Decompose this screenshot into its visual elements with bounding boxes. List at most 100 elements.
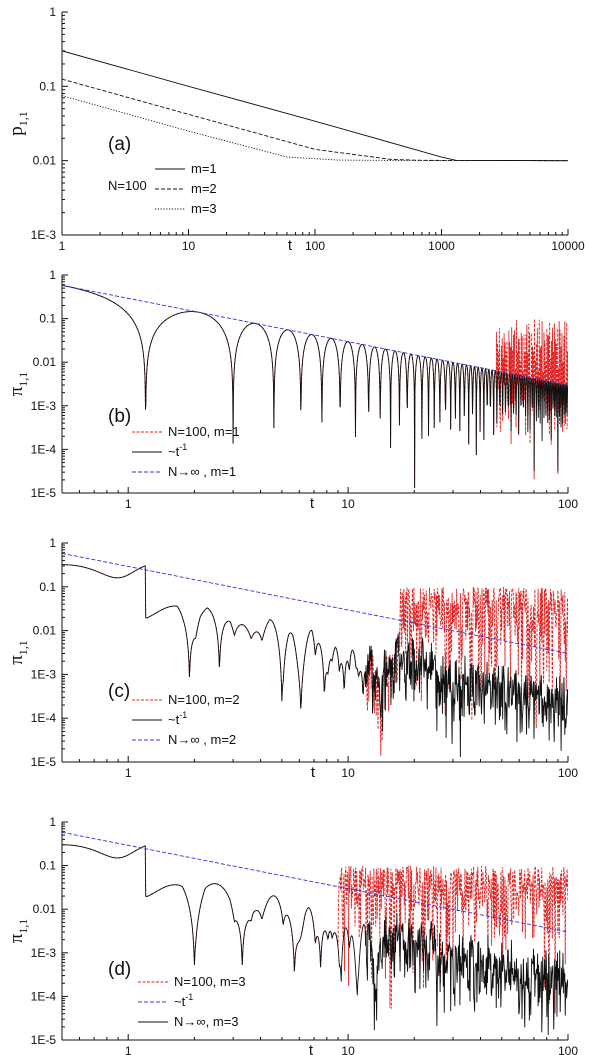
legend-label-text: N=100, m=1 <box>168 424 240 439</box>
x-tick-label: 10 <box>341 766 355 780</box>
x-tick-label: 100 <box>558 1044 578 1055</box>
y-axis-label-base: p <box>6 126 27 136</box>
series-line <box>62 564 568 758</box>
x-axis-label: t <box>310 495 315 512</box>
x-tick-label: 1 <box>125 497 132 511</box>
plot-area <box>62 284 568 489</box>
x-tick-label: 10000 <box>551 239 585 253</box>
legend-label: m=2 <box>191 181 217 196</box>
y-tick-label: 0.1 <box>39 859 56 873</box>
legend-label-text: m=3 <box>191 201 217 216</box>
legend-label-text: m=1 <box>191 161 217 176</box>
y-axis-label-sub: 1,1 <box>16 919 30 934</box>
legend-label-text: N=100, m=2 <box>168 692 240 707</box>
legend-label-sup: -1 <box>179 710 187 720</box>
series-line <box>62 95 568 162</box>
legend-label-text: ~t <box>168 444 180 459</box>
series-line <box>62 284 568 489</box>
y-axis-label-sub: 1,1 <box>16 640 30 655</box>
panel-b: 1 10 1001E-51E-41E-30.010.11tπ1,1(b)N=100,… <box>6 268 578 512</box>
legend-label: ~t-1 <box>168 442 187 459</box>
legend-label: N→∞, m=3 <box>174 1014 239 1029</box>
x-axis-label: t <box>288 237 293 254</box>
series-line <box>62 831 568 933</box>
y-axis-label-base: π <box>6 386 27 396</box>
legend-label: m=3 <box>191 201 217 216</box>
legend-label-text: N→∞, m=3 <box>174 1014 239 1029</box>
y-axis-label: π1,1 <box>6 640 30 665</box>
legend-label-text: N→∞ , m=1 <box>168 464 236 479</box>
panel-label: (c) <box>108 681 130 702</box>
y-axis-label-base: π <box>6 933 27 943</box>
y-tick-label: 0.01 <box>33 902 57 916</box>
legend-label-sup: -1 <box>179 442 187 452</box>
y-tick-label: 1 <box>49 5 56 19</box>
legend-label: ~t-1 <box>174 992 193 1009</box>
y-tick-label: 1E-3 <box>31 946 57 960</box>
x-tick-label: 1 <box>125 766 132 780</box>
y-tick-label: 1E-5 <box>31 1033 57 1047</box>
y-tick-label: 0.1 <box>39 312 56 326</box>
y-axis-label-sub: 1,1 <box>16 372 30 387</box>
annotation: N=100 <box>108 178 147 193</box>
y-tick-label: 1E-4 <box>31 442 57 456</box>
legend-label-sup: -1 <box>185 992 193 1002</box>
y-tick-label: 1E-4 <box>31 989 57 1003</box>
legend-label: N→∞ , m=1 <box>168 464 236 479</box>
series-line <box>62 552 568 654</box>
legend-label: ~t-1 <box>168 710 187 727</box>
legend-label: N→∞ , m=2 <box>168 732 236 747</box>
legend-label: N=100, m=2 <box>168 692 240 707</box>
y-tick-label: 1E-3 <box>31 667 57 681</box>
panel-label: (a) <box>108 134 131 155</box>
legend: N=100, m=3 ~t-1 N→∞, m=3 <box>138 974 246 1029</box>
series-line <box>62 284 568 386</box>
y-tick-label: 0.1 <box>39 79 56 93</box>
panel-d: 1 10 100 1E-5 1E-4 1E-3 0.01 0.1 1 t π1,1 (d) N=100,… <box>6 815 578 1055</box>
legend-label-text: N→∞ , m=2 <box>168 732 236 747</box>
y-tick-label: 1E-5 <box>31 486 57 500</box>
x-tick-label: 100 <box>558 497 578 511</box>
y-tick-label: 0.01 <box>33 154 57 168</box>
y-tick-label: 1E-3 <box>31 228 57 242</box>
y-tick-label: 0.01 <box>33 355 57 369</box>
y-tick-label: 1 <box>49 536 56 550</box>
series-line <box>62 564 568 756</box>
x-axis-label: t <box>311 764 316 781</box>
x-tick-label: 1 <box>59 239 66 253</box>
y-tick-label: 1E-3 <box>31 399 57 413</box>
series-line <box>62 78 568 162</box>
y-axis-label: π1,1 <box>6 372 30 397</box>
legend-label-text: ~t <box>174 994 186 1009</box>
x-tick-label: 100 <box>305 239 325 253</box>
plot-area <box>62 50 568 162</box>
panel-label: (d) <box>108 959 131 980</box>
x-tick-label: 10 <box>182 239 196 253</box>
legend-label: m=1 <box>191 161 217 176</box>
y-axis-label: π1,1 <box>6 919 30 944</box>
y-tick-label: 1 <box>49 815 56 829</box>
y-tick-label: 0.01 <box>33 624 57 638</box>
series-line <box>62 844 568 1036</box>
y-tick-label: 1 <box>49 268 56 282</box>
y-axis-label-base: π <box>6 655 27 665</box>
plot-area <box>62 552 568 758</box>
x-tick-label: 1000 <box>428 239 455 253</box>
series-line <box>62 50 568 162</box>
legend-label: N=100, m=1 <box>168 424 240 439</box>
x-tick-label: 1 <box>125 1044 132 1055</box>
legend: N=100, m=1 ~t-1 N→∞ , m=1 <box>132 424 240 479</box>
panel-label: (b) <box>108 406 131 427</box>
legend: N=100, m=2 ~t-1 N→∞ , m=2 <box>132 692 240 747</box>
x-axis-label: t <box>309 1042 314 1055</box>
legend-label: N=100, m=3 <box>174 974 246 989</box>
x-tick-label: 10 <box>341 497 355 511</box>
y-tick-label: 0.1 <box>39 580 56 594</box>
y-tick-label: 1E-5 <box>31 755 57 769</box>
series-line <box>62 284 568 489</box>
legend: m=1 m=2 m=3 <box>155 161 217 216</box>
panel-a: 1 10 100 1000 10000 1E-3 0.01 0.1 1 t p1,1 (a) N=100… <box>6 5 585 254</box>
x-tick-label: 100 <box>558 766 578 780</box>
